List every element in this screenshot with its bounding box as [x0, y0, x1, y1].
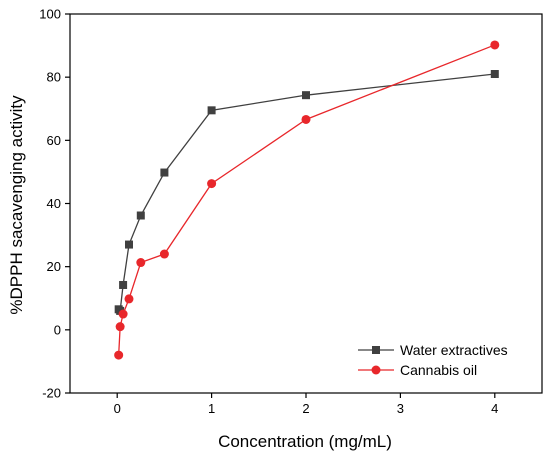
- x-tick-label: 3: [397, 401, 404, 416]
- x-tick-label: 4: [491, 401, 498, 416]
- y-axis-title: %DPPH sacavenging activity: [7, 95, 26, 315]
- legend-item: Cannabis oil: [358, 362, 477, 378]
- data-point: [207, 179, 217, 189]
- legend-item: Water extractives: [358, 342, 508, 358]
- data-point: [119, 280, 128, 289]
- x-axis-title: Concentration (mg/mL): [218, 432, 392, 451]
- ticks: 0 1 2 3 4 -20 0 20 40 60 80 100: [39, 7, 498, 417]
- y-tick-label: 80: [47, 70, 61, 85]
- y-tick-label: -20: [42, 386, 61, 401]
- y-tick-label: 20: [47, 259, 61, 274]
- data-point: [136, 211, 145, 220]
- data-point: [125, 240, 133, 249]
- legend: Water extractives Cannabis oil: [358, 342, 508, 378]
- data-point: [136, 258, 146, 268]
- data-point: [124, 294, 134, 304]
- data-point: [490, 40, 500, 50]
- data-point: [114, 350, 124, 360]
- legend-marker: [371, 365, 381, 375]
- axes: [69, 13, 543, 394]
- legend-label: Cannabis oil: [400, 362, 477, 378]
- data-point: [118, 309, 128, 319]
- legend-marker: [372, 346, 380, 354]
- data-point: [115, 322, 125, 332]
- x-tick-label: 2: [302, 401, 309, 416]
- series-line: [118, 73, 495, 313]
- series-cannabis-oil: [114, 40, 500, 360]
- data-point: [159, 249, 169, 259]
- y-tick-label: 0: [54, 322, 61, 337]
- plot-frame: [69, 13, 543, 394]
- data-point: [302, 91, 310, 100]
- x-tick-label: 0: [114, 401, 121, 416]
- data-point: [490, 70, 499, 79]
- y-tick-label: 40: [47, 196, 61, 211]
- y-tick-label: 100: [39, 7, 61, 22]
- data-point: [301, 114, 311, 124]
- data-point: [207, 106, 216, 115]
- x-tick-label: 1: [208, 401, 215, 416]
- series-water-extractives: [114, 70, 499, 315]
- data-point: [160, 168, 169, 177]
- y-tick-label: 60: [47, 133, 61, 148]
- legend-label: Water extractives: [400, 342, 508, 358]
- series-group: [114, 40, 500, 360]
